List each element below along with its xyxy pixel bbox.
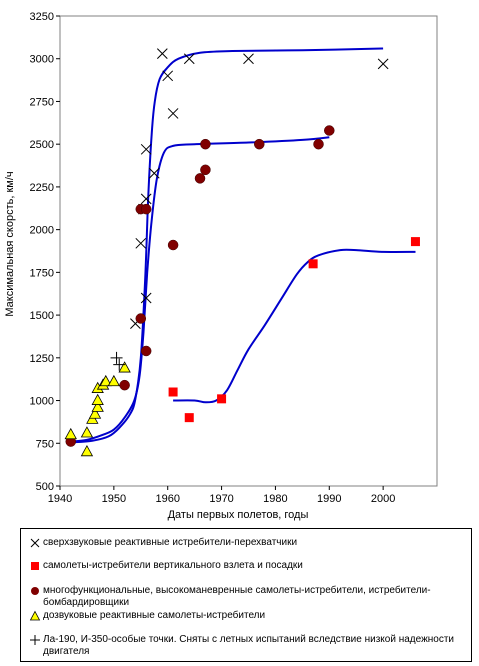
plot-area: 500 750 1000 1250 1500 1750 2000 2250 2500 2750 30… (30, 11, 438, 505)
legend-item-vtol: самолеты-истребители вертикального взлет… (29, 560, 467, 572)
special-point (110, 351, 123, 364)
interceptor-point (377, 58, 389, 70)
interceptor-point (135, 237, 147, 249)
multirole-point (135, 313, 147, 324)
y-tick-label: 3250 (30, 11, 54, 23)
triangle-marker-icon (29, 610, 41, 621)
x-tick-label: 1990 (317, 493, 341, 505)
y-tick-label: 2250 (30, 182, 54, 194)
y-tick-label: 2750 (30, 96, 54, 108)
vtol-point (168, 387, 178, 397)
x-axis-title: Даты первых полетов, годы (168, 509, 309, 521)
interceptor-point (140, 292, 152, 304)
chart: 500 750 1000 1250 1500 1750 2000 2250 2500 2750 30… (4, 11, 438, 521)
subsonic-point (88, 407, 102, 419)
interceptor-point (156, 48, 168, 59)
legend-label: самолеты-истребители вертикального взлет… (43, 560, 303, 571)
plus-marker-icon (30, 635, 40, 645)
multirole-point (254, 138, 265, 150)
interceptor-point (140, 193, 152, 205)
multirole-point (200, 164, 211, 176)
vtol-point (308, 259, 318, 269)
x-tick-label: 1940 (48, 493, 72, 505)
subsonic-point (107, 374, 121, 387)
legend-item-multirole: многофункциональные, высокоманевренные с… (29, 585, 467, 609)
legend-label: сверхзвуковые реактивные истребители-пер… (43, 537, 298, 548)
legend-label: Ла-190, И-350-особые точки. Сняты с летн… (43, 634, 455, 657)
subsonic-point (80, 426, 94, 438)
x-tick-label: 1970 (209, 493, 233, 505)
y-tick-label: 1500 (30, 310, 54, 322)
vtol-point (217, 394, 227, 404)
multirole-point (200, 138, 211, 150)
y-tick-label: 1000 (30, 396, 54, 408)
subsonic-point (99, 374, 112, 387)
y-tick-label: 2500 (30, 139, 54, 151)
legend-item-special: Ла-190, И-350-особые точки. Сняты с летн… (29, 634, 467, 658)
vtol-point (410, 237, 420, 247)
vtol-point (184, 413, 194, 423)
subsonic-point (91, 393, 104, 405)
multirole-point (324, 125, 335, 136)
subsonic-point (64, 427, 77, 440)
special-point (113, 358, 126, 371)
y-tick-label: 1250 (30, 353, 54, 365)
multirole-point (140, 345, 152, 357)
legend: сверхзвуковые реактивные истребители-пер… (20, 528, 472, 662)
y-tick-label: 3000 (30, 54, 54, 66)
x-tick-label: 1960 (155, 493, 179, 505)
multirole-point (167, 239, 179, 251)
y-tick-label: 1750 (30, 267, 54, 279)
circle-marker-icon (31, 587, 39, 595)
x-marker-icon (30, 538, 40, 548)
subsonic-point (80, 444, 94, 457)
interceptor-point (167, 108, 179, 119)
square-marker-icon (31, 562, 39, 570)
interceptor-point (243, 53, 254, 65)
x-tick-label: 1980 (263, 493, 287, 505)
y-axis-title: Максимальная скорсть, км/ч (4, 171, 16, 316)
interceptor-point (162, 70, 174, 82)
subsonic-point (91, 400, 104, 412)
trend-line (173, 248, 416, 404)
y-tick-label: 500 (36, 481, 54, 493)
legend-item-subsonic: дозвуковые реактивные самолеты-истребите… (29, 610, 467, 622)
interceptor-point (148, 167, 160, 179)
interceptor-point (140, 143, 152, 155)
trend-line (70, 47, 384, 444)
y-tick-label: 2000 (30, 225, 54, 237)
subsonic-point (118, 361, 131, 373)
multirole-point (194, 173, 206, 184)
y-tick-label: 750 (36, 438, 54, 450)
legend-label: дозвуковые реактивные самолеты-истребите… (43, 610, 266, 621)
legend-label: многофункциональные, высокоманевренные с… (43, 585, 431, 608)
x-tick-label: 1950 (102, 493, 126, 505)
legend-item-interceptors: сверхзвуковые реактивные истребители-пер… (29, 537, 467, 549)
multirole-point (140, 203, 152, 215)
multirole-point (313, 138, 324, 150)
interceptor-point (183, 53, 195, 65)
x-tick-label: 2000 (371, 493, 395, 505)
multirole-point (119, 379, 130, 391)
